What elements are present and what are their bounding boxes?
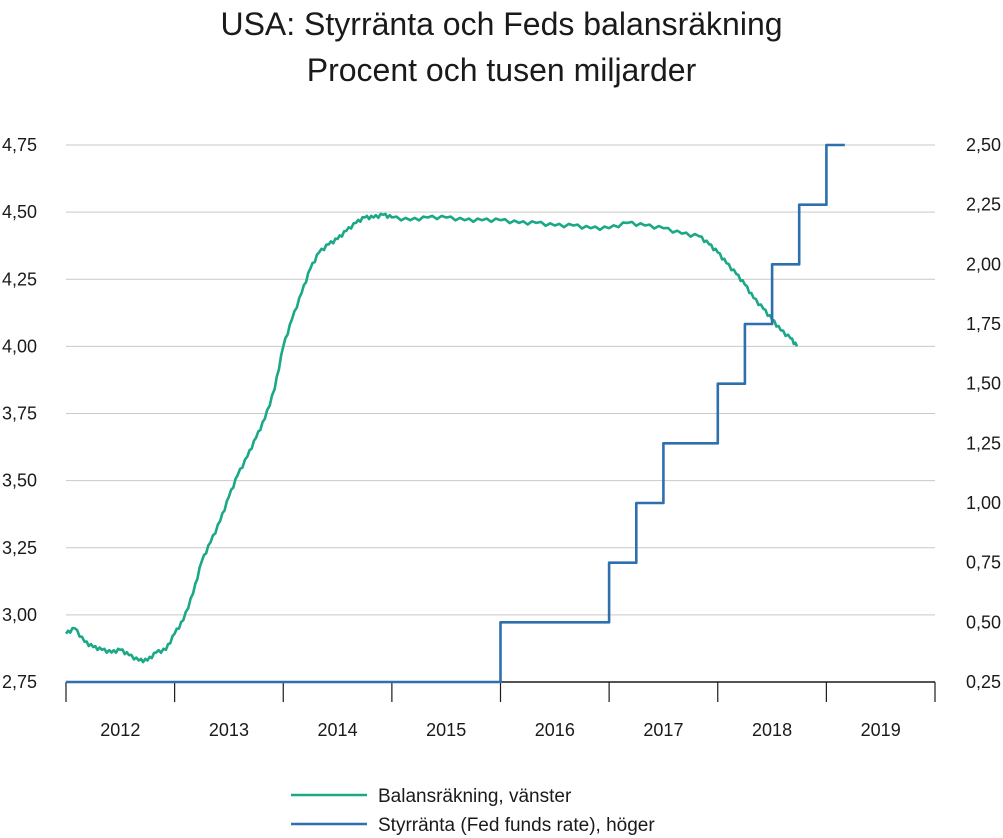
left-tick-label: 3,00 (2, 605, 37, 625)
right-tick-label: 1,00 (966, 493, 1001, 513)
series-lines (64, 143, 845, 684)
x-tick-label: 2015 (426, 720, 466, 740)
right-tick-label: 1,50 (966, 374, 1001, 394)
left-tick-label: 4,25 (2, 269, 37, 289)
left-tick-label: 3,50 (2, 471, 37, 491)
chart-subtitle: Procent och tusen miljarder (306, 52, 697, 88)
legend-label: Styrränta (Fed funds rate), höger (378, 815, 655, 836)
x-tick-label: 2016 (535, 720, 575, 740)
x-axis: 2012 2013 2014 2015 2016 2017 2018 2019 (65, 681, 936, 740)
left-axis-ticks: 2,75 3,00 3,25 3,50 3,75 4,00 4,25 4,50 4,75 (2, 135, 37, 692)
x-tick-label: 2017 (643, 720, 683, 740)
left-tick-label: 2,75 (2, 672, 37, 692)
right-tick-label: 2,25 (966, 195, 1001, 215)
right-tick-label: 1,25 (966, 433, 1001, 453)
legend-label: Balansräkning, vänster (378, 786, 572, 807)
left-tick-label: 4,50 (2, 202, 37, 222)
left-tick-label: 3,75 (2, 404, 37, 424)
right-axis-ticks: 0,25 0,50 0,75 1,00 1,25 1,50 1,75 2,00 2,25 2,50 (966, 135, 1001, 692)
x-tick-label: 2014 (318, 720, 358, 740)
x-tick-label: 2018 (752, 720, 792, 740)
right-tick-label: 0,25 (966, 672, 1001, 692)
left-tick-label: 4,75 (2, 135, 37, 155)
left-tick-label: 3,25 (2, 538, 37, 558)
gridlines (66, 144, 935, 683)
balance-sheet-line (64, 212, 799, 664)
right-tick-label: 2,00 (966, 254, 1001, 274)
policy-rate-line (66, 143, 845, 684)
x-tick-label: 2013 (209, 720, 249, 740)
right-tick-label: 2,50 (966, 135, 1001, 155)
right-tick-label: 1,75 (966, 314, 1001, 334)
x-tick-label: 2019 (861, 720, 901, 740)
x-tick-label: 2012 (100, 720, 140, 740)
right-tick-label: 0,50 (966, 612, 1001, 632)
legend: Balansräkning, vänster Styrränta (Fed fun… (291, 786, 655, 836)
chart-title: USA: Styrränta och Feds balansräkning (220, 6, 783, 42)
right-tick-label: 0,75 (966, 553, 1001, 573)
left-tick-label: 4,00 (2, 336, 37, 356)
